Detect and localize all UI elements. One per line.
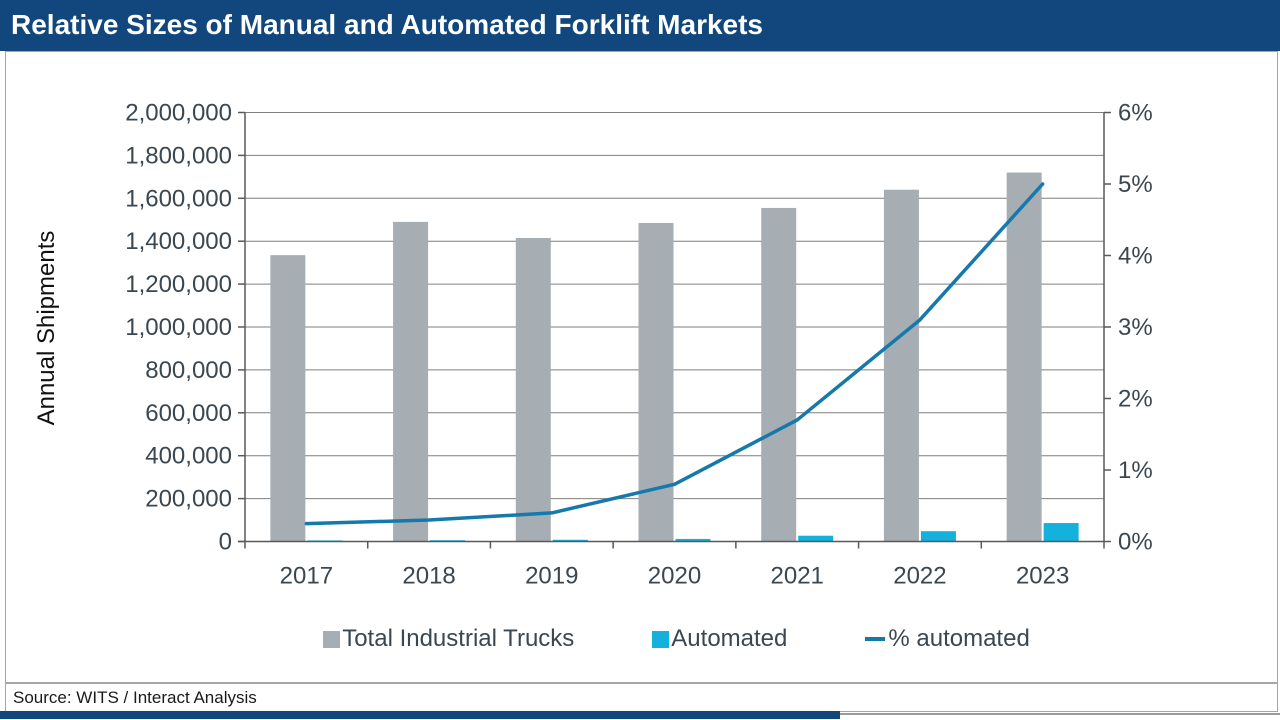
x-axis-label: 2020	[648, 563, 701, 590]
x-axis-label: 2021	[771, 563, 824, 590]
legend-swatch-total-icon	[323, 630, 341, 648]
page-title: Relative Sizes of Manual and Automated F…	[11, 9, 764, 40]
left-axis-tick-label: 1,600,000	[125, 185, 232, 212]
legend-label-automated: Automated	[671, 625, 788, 652]
bar-automated	[552, 539, 588, 542]
right-axis-tick-label: 2%	[1118, 386, 1153, 413]
left-axis-tick-label: 0	[219, 529, 232, 556]
footer-accent-bar	[0, 711, 840, 719]
x-axis-label: 2022	[893, 563, 946, 590]
bar-total	[883, 189, 919, 542]
right-axis-tick-label: 6%	[1118, 100, 1153, 127]
legend-label-pct-automated: % automated	[888, 625, 1030, 652]
right-axis-tick-label: 5%	[1118, 171, 1153, 198]
bar-automated	[798, 535, 834, 542]
left-axis-tick-label: 1,200,000	[125, 271, 232, 298]
left-axis-tick-label: 200,000	[145, 486, 232, 513]
left-axis-tick-label: 1,400,000	[125, 228, 232, 255]
right-axis-tick-label: 3%	[1118, 314, 1153, 341]
legend-item-total-industrial-trucks: Total Industrial Trucks	[323, 625, 574, 653]
left-axis-tick-label: 1,800,000	[125, 142, 232, 169]
legend-swatch-pct-line-icon	[865, 637, 886, 641]
left-axis-tick-label: 800,000	[145, 357, 232, 384]
bar-total	[1006, 172, 1042, 542]
legend-label-total: Total Industrial Trucks	[342, 625, 575, 652]
legend-swatch-automated-icon	[652, 630, 670, 648]
right-axis-tick-label: 4%	[1118, 243, 1153, 270]
bar-automated	[675, 538, 711, 542]
x-axis-label: 2023	[1016, 563, 1069, 590]
bar-automated	[920, 531, 956, 542]
title-bar: Relative Sizes of Manual and Automated F…	[0, 0, 1280, 51]
left-axis-tick-label: 400,000	[145, 443, 232, 470]
right-axis-tick-label: 1%	[1118, 457, 1153, 484]
y-axis-title: Annual Shipments	[33, 230, 60, 426]
left-axis-tick-label: 1,000,000	[125, 314, 232, 341]
x-axis-label: 2018	[402, 563, 455, 590]
bar-automated	[1043, 523, 1079, 542]
bar-total	[761, 207, 797, 542]
legend-item-automated: Automated	[652, 625, 787, 653]
left-axis-tick-label: 600,000	[145, 400, 232, 427]
source-strip: Source: WITS / Interact Analysis	[5, 683, 1278, 712]
legend-item-pct-automated: % automated	[865, 625, 1030, 653]
left-axis-tick-label: 2,000,000	[125, 100, 232, 127]
x-axis-label: 2017	[280, 563, 333, 590]
bar-total	[393, 221, 429, 542]
bar-total	[638, 222, 674, 542]
x-axis-label: 2019	[525, 563, 578, 590]
bar-total	[515, 237, 551, 542]
source-text: Source: WITS / Interact Analysis	[13, 688, 257, 707]
chart-legend: Total Industrial Trucks Automated % auto…	[248, 622, 1105, 656]
pct-automated-line	[304, 182, 1045, 526]
right-axis-tick-label: 0%	[1118, 529, 1153, 556]
bar-total	[270, 255, 306, 542]
